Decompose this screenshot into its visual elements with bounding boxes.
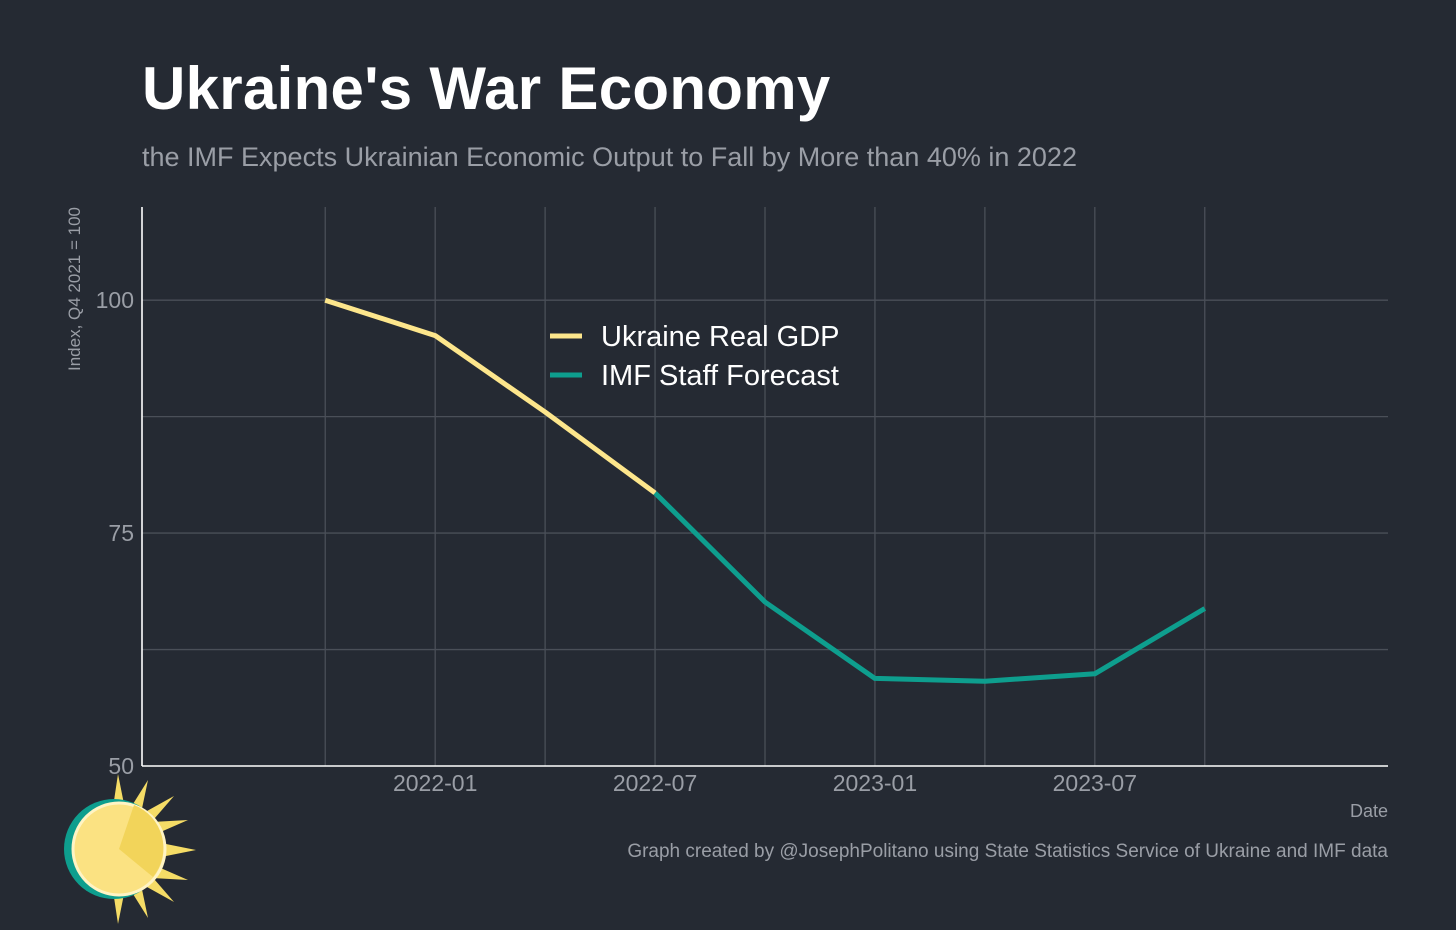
x-tick-label: 2022-01 (393, 770, 477, 796)
legend-label: Ukraine Real GDP (601, 321, 840, 353)
y-tick-label: 50 (108, 753, 134, 779)
chart-subtitle: the IMF Expects Ukrainian Economic Outpu… (142, 142, 1077, 172)
x-tick-label: 2023-07 (1053, 770, 1137, 796)
series-line-imf-staff-forecast (653, 491, 1207, 684)
sun-logo-icon (64, 774, 196, 924)
legend-label: IMF Staff Forecast (601, 360, 839, 392)
series-line-ukraine-real-gdp (324, 297, 657, 496)
source-caption: Graph created by @JosephPolitano using S… (627, 841, 1388, 862)
y-axis-title: Index, Q4 2021 = 100 (65, 207, 84, 371)
chart-title: Ukraine's War Economy (142, 55, 831, 122)
x-axis-title: Date (1350, 801, 1388, 821)
y-tick-label: 100 (96, 287, 134, 313)
x-tick-label: 2023-01 (833, 770, 917, 796)
x-tick-label: 2022-07 (613, 770, 697, 796)
y-tick-label: 75 (108, 520, 134, 546)
